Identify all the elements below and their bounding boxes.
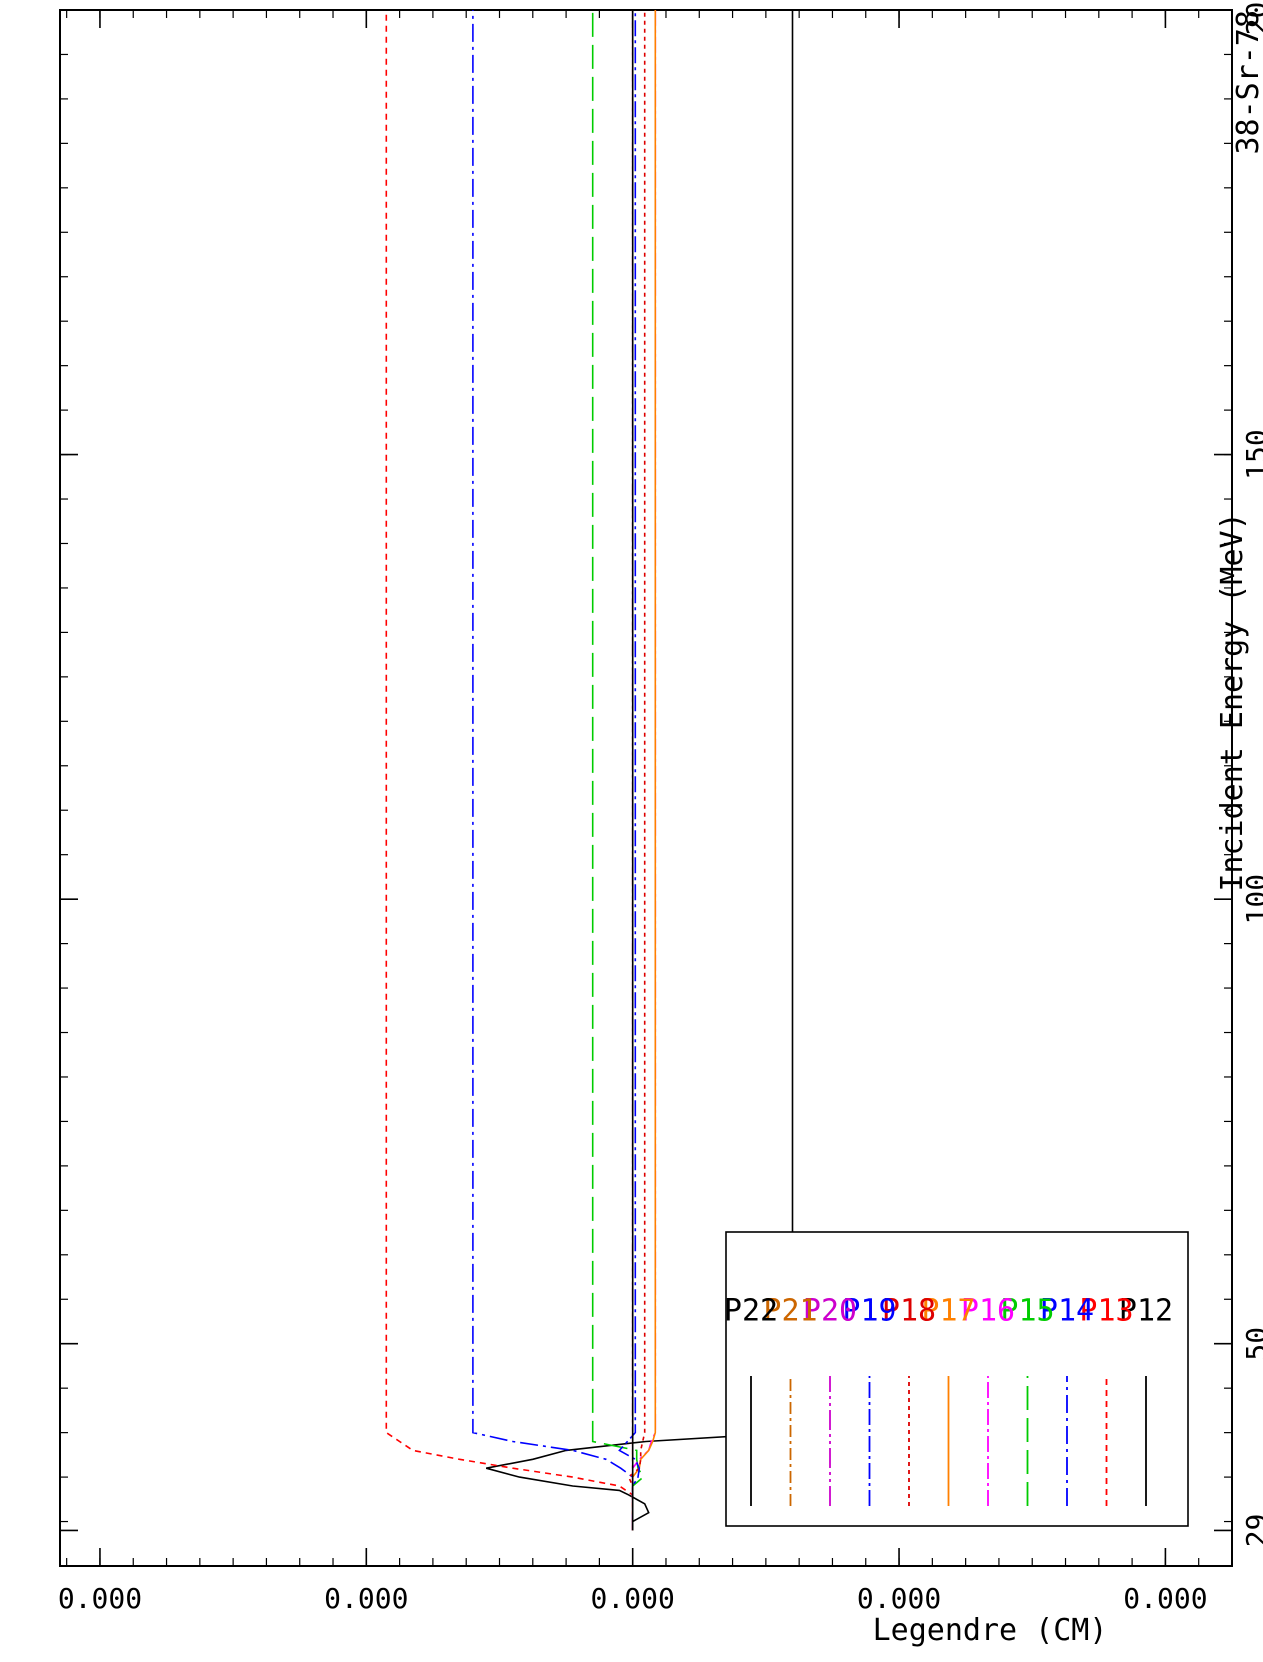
legend-label-p18: P18 bbox=[882, 1294, 936, 1329]
series-line-p19 bbox=[618, 10, 641, 1531]
x-axis-label: Incident Energy (MeV) bbox=[1215, 512, 1250, 891]
series-line-p18 bbox=[627, 10, 646, 1531]
legend-label-p20: P20 bbox=[803, 1294, 857, 1329]
x-axis-ticks: 29 50 100 150 200 bbox=[60, 0, 1263, 1547]
y-tick-label: 0.000 bbox=[857, 1582, 941, 1615]
legend-label-p17: P17 bbox=[921, 1294, 975, 1329]
legend-label-p13: P13 bbox=[1079, 1294, 1133, 1329]
x-tick-label: 50 bbox=[1240, 1327, 1263, 1361]
plot-frame bbox=[59, 9, 1233, 1567]
x-tick-label: 200 bbox=[1240, 0, 1263, 35]
y-tick-label: 0.000 bbox=[58, 1582, 142, 1615]
y-axis-label: Legendre (CM) bbox=[873, 1613, 1108, 1648]
legend-label-p14: P14 bbox=[1040, 1294, 1094, 1329]
x-tick-label: 29 bbox=[1240, 1514, 1263, 1548]
y-tick-label: 0.000 bbox=[1123, 1582, 1207, 1615]
y-tick-label: 0.000 bbox=[591, 1582, 675, 1615]
series-line-p13 bbox=[385, 10, 634, 1531]
legend-label-p21: P21 bbox=[763, 1294, 817, 1329]
legend-label-p19: P19 bbox=[842, 1294, 896, 1329]
legend-label-p12: P12 bbox=[1119, 1294, 1173, 1329]
corner-label: 38-Sr-78 bbox=[1231, 10, 1263, 155]
series-line-p15 bbox=[591, 10, 645, 1531]
series-line-p14 bbox=[472, 10, 634, 1531]
legend-label-p15: P15 bbox=[1000, 1294, 1054, 1329]
legend-box bbox=[725, 1231, 1189, 1527]
legend-label-p22: P22 bbox=[724, 1294, 778, 1329]
series-layer bbox=[385, 10, 794, 1531]
legend-label-p16: P16 bbox=[961, 1294, 1015, 1329]
y-tick-label: 0.000 bbox=[324, 1582, 408, 1615]
series-line-p17 bbox=[631, 10, 657, 1531]
x-tick-label: 100 bbox=[1240, 874, 1263, 925]
x-tick-label: 150 bbox=[1240, 429, 1263, 480]
